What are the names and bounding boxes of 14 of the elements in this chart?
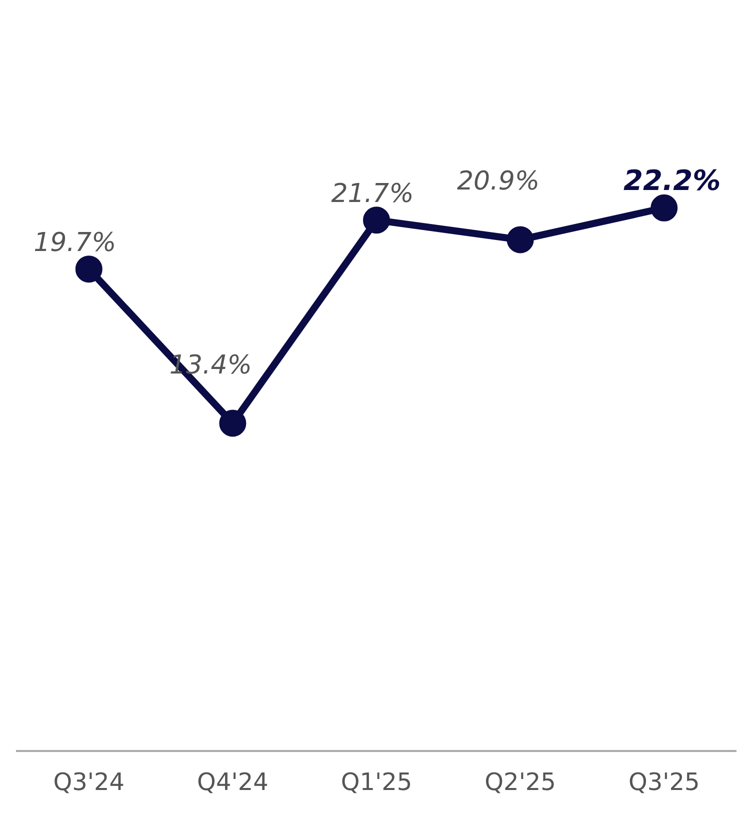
point: [506, 226, 534, 254]
point: [219, 410, 246, 437]
point: [363, 206, 390, 234]
data-label: 19.7%: [34, 228, 116, 258]
data-label: 20.9%: [456, 166, 540, 197]
point: [75, 256, 102, 283]
point: [650, 194, 678, 222]
data-label: 21.7%: [331, 179, 414, 210]
x-tick-label: Q4'24: [197, 768, 268, 796]
x-tick-label: Q3'25: [628, 768, 700, 796]
data-label: 22.2%: [624, 164, 721, 197]
x-tick-label: Q3'24: [53, 768, 125, 796]
x-tick-label: Q2'25: [484, 768, 556, 796]
x-tick-label: Q1'25: [340, 768, 412, 796]
